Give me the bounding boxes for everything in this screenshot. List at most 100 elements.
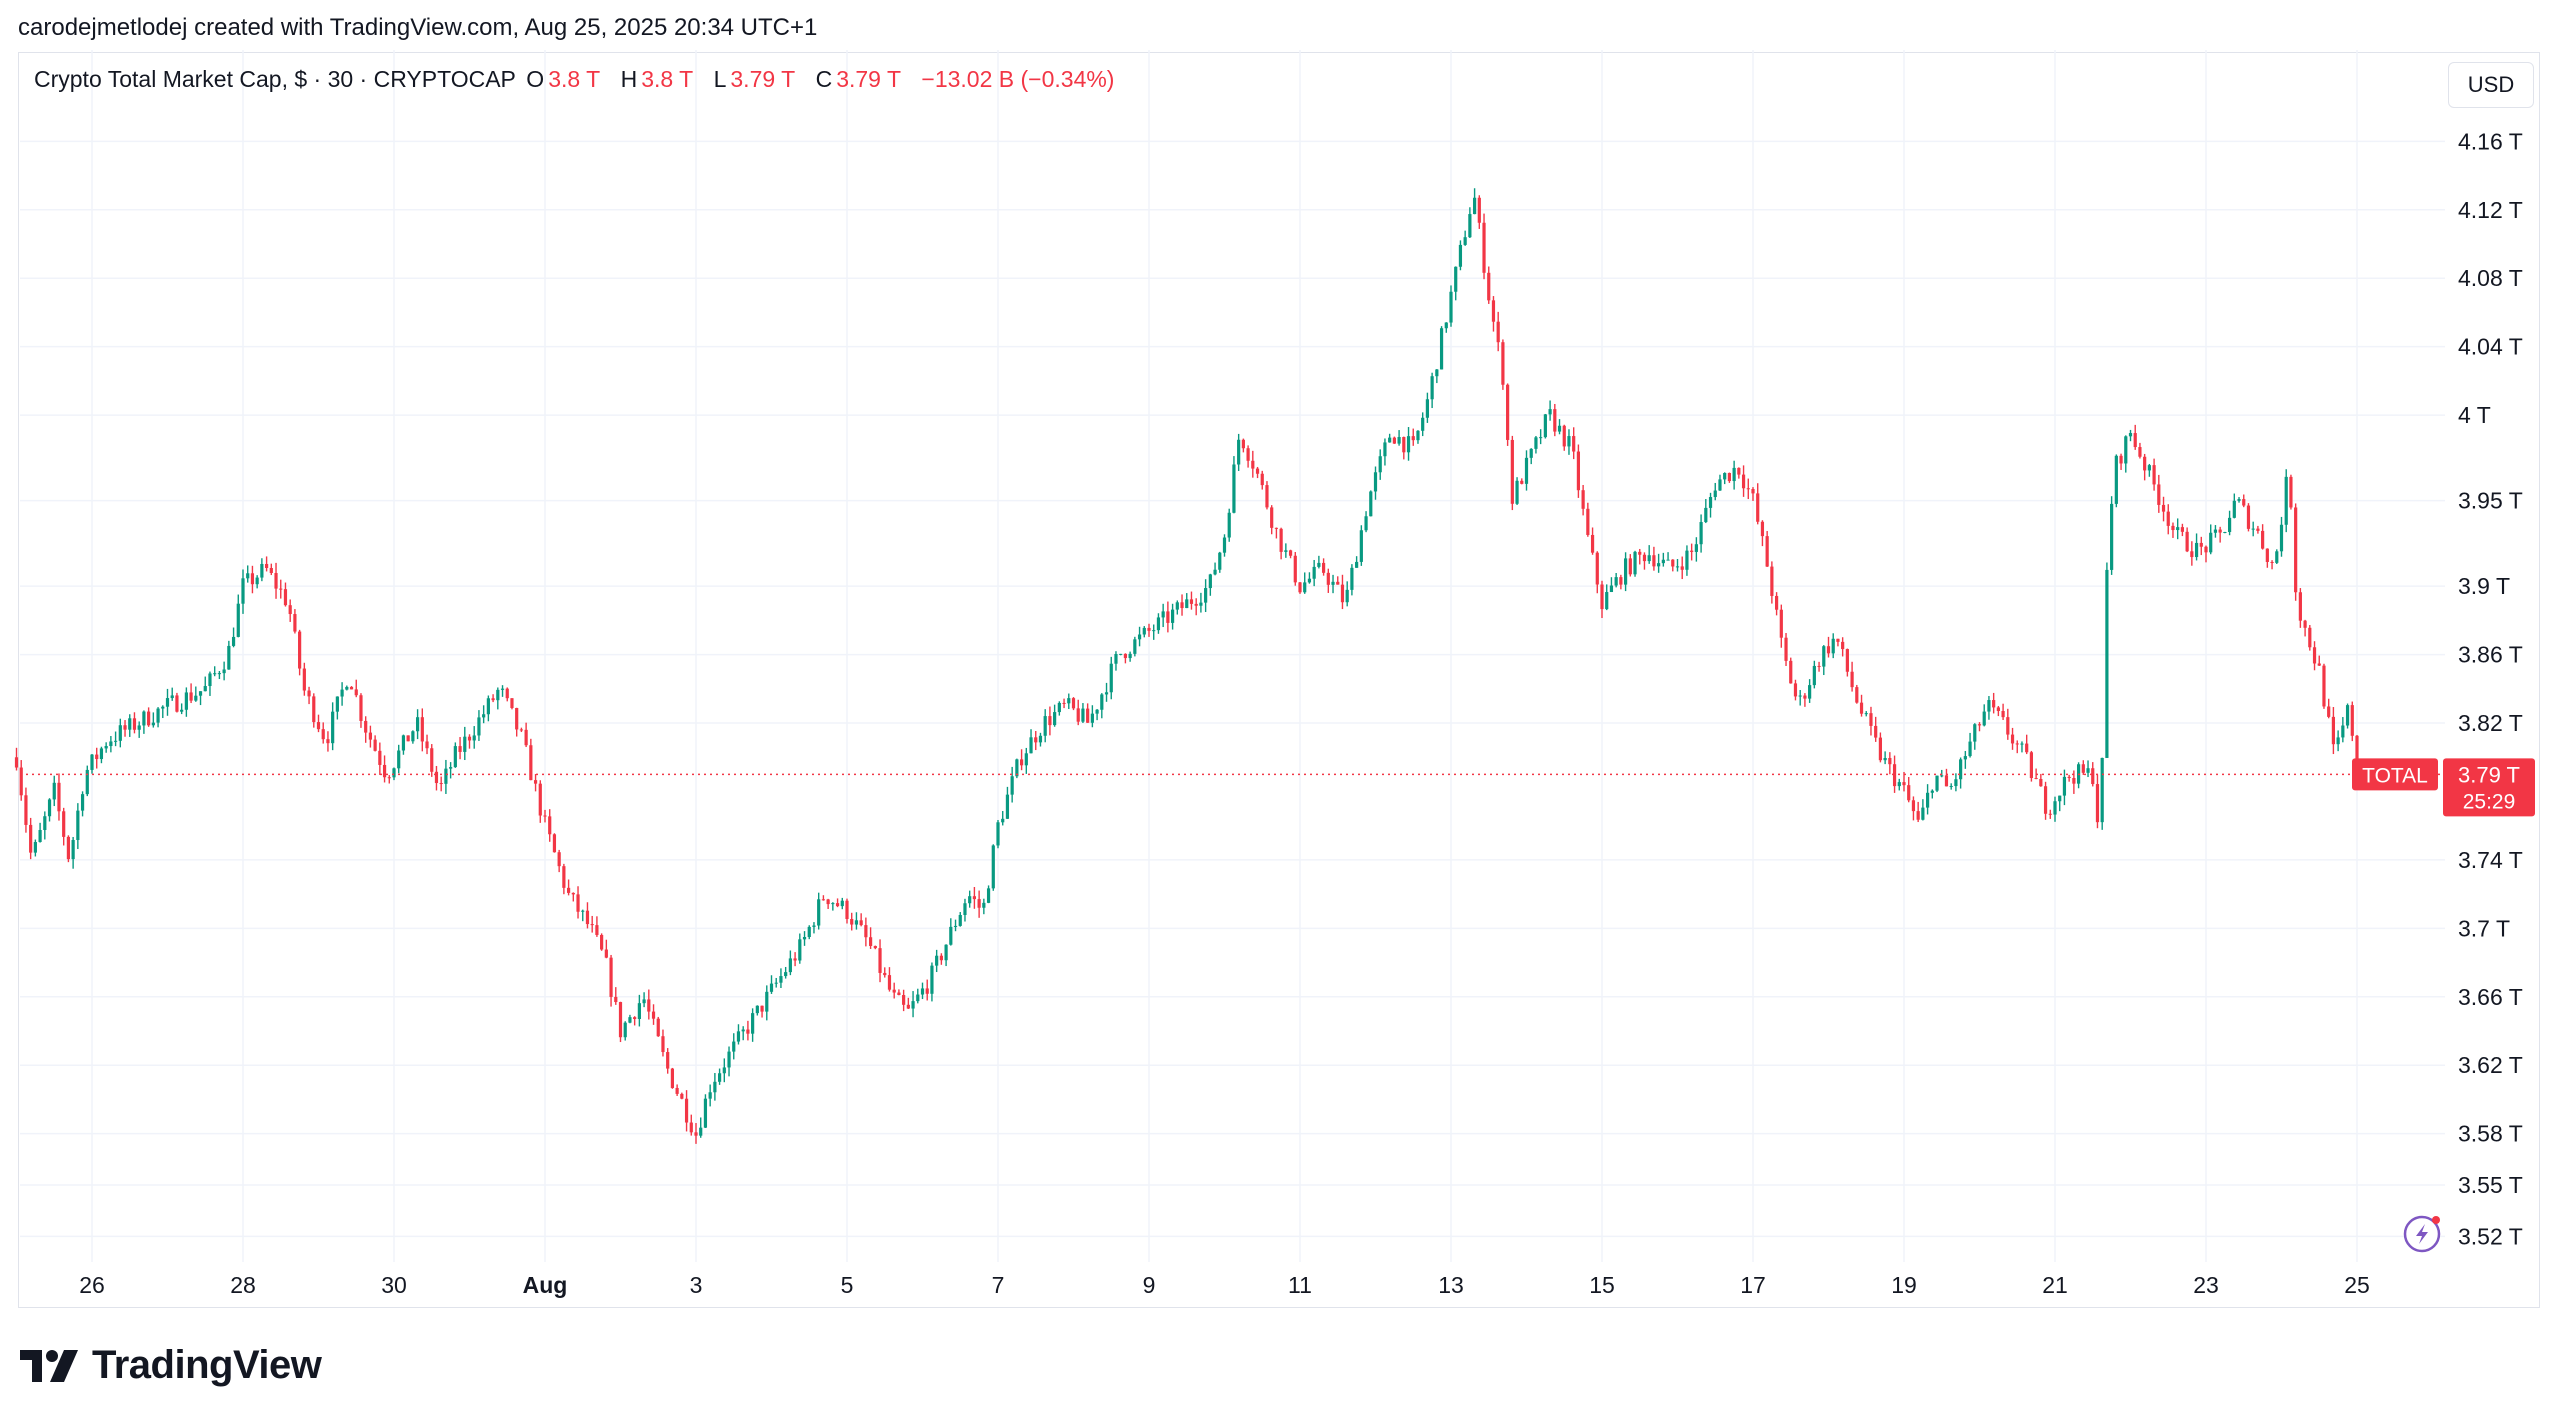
candle-body <box>80 794 85 811</box>
candle-body <box>1147 627 1151 631</box>
candle-body <box>972 896 977 900</box>
candle-body <box>1170 609 1175 623</box>
candle-body <box>585 910 590 925</box>
candle-body <box>2091 768 2095 785</box>
candle-body <box>2086 768 2090 773</box>
candle-body <box>1642 554 1647 562</box>
candle-body <box>2209 532 2213 553</box>
candle-body <box>1774 595 1779 610</box>
candle-body <box>2010 734 2015 744</box>
candle-body <box>104 746 108 749</box>
candle-body <box>1940 775 1944 777</box>
candle-body <box>1015 759 1019 777</box>
candle-body <box>1218 552 1222 570</box>
candle-body <box>1468 214 1472 238</box>
y-tick-label: 3.7 T <box>2458 915 2510 941</box>
candle-body <box>1430 376 1434 400</box>
candle-body <box>307 690 311 697</box>
close-label: C <box>815 66 833 92</box>
x-tick-label: 17 <box>1740 1272 1766 1298</box>
candle-body <box>1623 558 1628 585</box>
candle-body <box>935 955 939 966</box>
candle-body <box>2062 776 2067 796</box>
candle-body <box>2345 705 2350 726</box>
candle-body <box>2105 569 2109 758</box>
candle-body <box>331 711 335 744</box>
candle-body <box>439 783 443 785</box>
candle-body <box>1222 537 1227 553</box>
candle-body <box>515 707 519 730</box>
candle-body <box>1529 448 1533 458</box>
y-tick-label: 3.82 T <box>2458 710 2523 736</box>
price-axis[interactable]: 4.16 T 4.12 T 4.08 T 4.04 T 4 T 3.95 T 3.9 T 3.… <box>2458 128 2523 1249</box>
candle-body <box>406 735 410 742</box>
symbol-title[interactable]: Crypto Total Market Cap, $ · 30 · CRYPTO… <box>34 66 516 92</box>
candle-body <box>1520 480 1524 484</box>
candle-body <box>802 936 807 940</box>
candle-body <box>335 696 339 712</box>
candle-body <box>2180 527 2185 532</box>
candle-body <box>732 1041 736 1052</box>
y-tick-label: 3.58 T <box>2458 1121 2523 1147</box>
candle-body <box>463 736 467 752</box>
tradingview-logo[interactable]: TradingView <box>20 1343 322 1388</box>
candle-body <box>647 999 651 1012</box>
candle-body <box>477 717 481 736</box>
candle-body <box>1279 528 1283 552</box>
candle-body <box>576 894 580 912</box>
candle-body <box>1954 779 1958 787</box>
y-tick-label: 3.52 T <box>2458 1223 2523 1249</box>
candle-body <box>1543 414 1547 438</box>
candle-body <box>1317 562 1321 567</box>
candle-body <box>1034 737 1038 743</box>
candle-body <box>1977 724 1982 726</box>
candle-body <box>2072 778 2076 784</box>
candle-body <box>1477 197 1481 223</box>
alert-bolt-icon[interactable] <box>2403 1215 2441 1253</box>
candle-body <box>1633 551 1637 575</box>
candle-body <box>1614 577 1618 586</box>
candle-body <box>557 852 561 867</box>
candle-body <box>1260 473 1264 486</box>
y-tick-label: 3.55 T <box>2458 1172 2523 1198</box>
candle-body <box>2303 620 2307 628</box>
candle-body <box>633 1017 637 1019</box>
candle-body <box>1619 577 1623 585</box>
candle-body <box>2199 542 2203 547</box>
candle-body <box>2213 529 2218 533</box>
candle-body <box>1793 683 1798 697</box>
candle-body <box>2312 647 2317 664</box>
candle-body <box>722 1067 726 1074</box>
candle-body <box>1185 599 1189 609</box>
currency-button[interactable]: USD <box>2448 62 2534 108</box>
candle-body <box>255 577 259 585</box>
candle-body <box>1680 566 1684 570</box>
y-tick-label: 4.16 T <box>2458 128 2523 154</box>
candle-body <box>2322 665 2326 707</box>
time-axis[interactable]: 26 28 30 Aug 3 5 7 9 11 13 15 17 19 21 23 25 <box>79 1272 2370 1298</box>
candle-body <box>151 722 155 726</box>
candle-body <box>798 939 802 961</box>
candle-body <box>312 696 316 723</box>
candle-body <box>746 1029 750 1034</box>
y-tick-label: 3.9 T <box>2458 573 2510 599</box>
candle-body <box>260 563 264 578</box>
candle-body <box>250 573 255 585</box>
candle-body <box>2190 551 2194 558</box>
candle-body <box>2166 511 2170 526</box>
candle-body <box>2143 456 2147 471</box>
candle-body <box>2006 717 2010 735</box>
candle-body <box>1251 460 1255 469</box>
candle-body <box>2341 725 2345 738</box>
candle-body <box>1293 555 1297 583</box>
candle-body <box>2171 525 2175 531</box>
candle-body <box>1916 811 1920 820</box>
candle-body <box>2185 531 2189 552</box>
candle-body <box>1444 322 1448 329</box>
candle-body <box>482 714 486 718</box>
y-tick-label: 3.66 T <box>2458 984 2523 1010</box>
candle-body <box>1067 698 1071 704</box>
candle-body <box>1812 665 1816 686</box>
candle-body <box>2067 776 2071 779</box>
